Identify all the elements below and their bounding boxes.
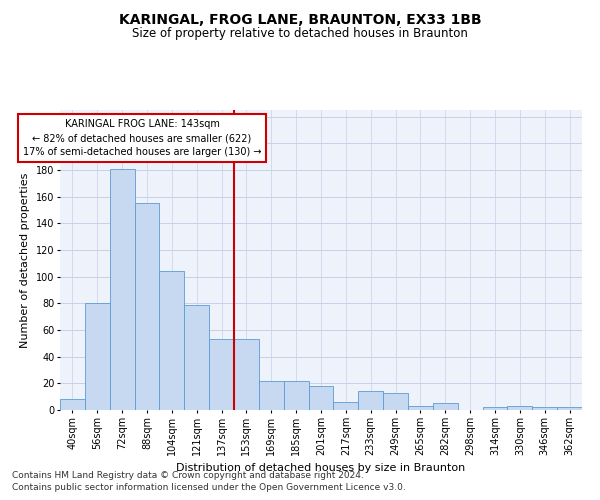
Bar — [134, 204, 160, 410]
Bar — [184, 304, 209, 410]
Bar — [358, 392, 383, 410]
Y-axis label: Number of detached properties: Number of detached properties — [20, 172, 30, 348]
Text: KARINGAL FROG LANE: 143sqm
← 82% of detached houses are smaller (622)
17% of sem: KARINGAL FROG LANE: 143sqm ← 82% of deta… — [23, 120, 261, 158]
Bar — [408, 406, 433, 410]
Text: Contains HM Land Registry data © Crown copyright and database right 2024.: Contains HM Land Registry data © Crown c… — [12, 471, 364, 480]
Bar — [60, 400, 85, 410]
Bar — [234, 340, 259, 410]
Bar — [532, 408, 557, 410]
Bar — [160, 272, 184, 410]
Bar — [383, 392, 408, 410]
Bar — [110, 168, 134, 410]
Bar — [433, 404, 458, 410]
Bar — [209, 340, 234, 410]
Bar — [284, 380, 308, 410]
Bar — [308, 386, 334, 410]
X-axis label: Distribution of detached houses by size in Braunton: Distribution of detached houses by size … — [176, 464, 466, 473]
Text: Size of property relative to detached houses in Braunton: Size of property relative to detached ho… — [132, 28, 468, 40]
Bar — [508, 406, 532, 410]
Text: KARINGAL, FROG LANE, BRAUNTON, EX33 1BB: KARINGAL, FROG LANE, BRAUNTON, EX33 1BB — [119, 12, 481, 26]
Bar — [334, 402, 358, 410]
Text: Contains public sector information licensed under the Open Government Licence v3: Contains public sector information licen… — [12, 484, 406, 492]
Bar — [557, 408, 582, 410]
Bar — [85, 304, 110, 410]
Bar — [482, 408, 508, 410]
Bar — [259, 380, 284, 410]
